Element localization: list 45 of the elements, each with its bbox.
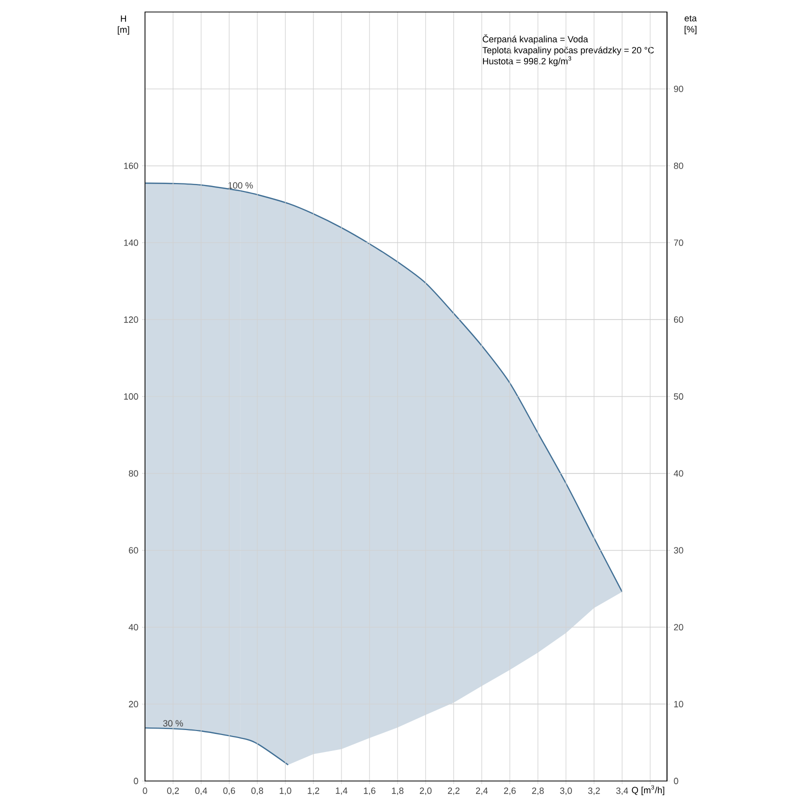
x-tick-label: 1,8 bbox=[392, 788, 404, 795]
annotation: Hustota = 998.2 kg/m$^{3}$ bbox=[483, 56, 572, 66]
x-tick-label: 2,8 bbox=[532, 788, 544, 795]
y-tick-label: 40 bbox=[128, 624, 138, 630]
y2-tick-label: 0 bbox=[674, 778, 678, 784]
x-tick-label: 0,8 bbox=[251, 788, 264, 795]
x-tick-label: 1,4 bbox=[336, 788, 348, 795]
y-axis-title: H [m] bbox=[118, 16, 130, 35]
x-tick-label: 2,2 bbox=[448, 788, 460, 795]
x-tick-label: 1,6 bbox=[364, 788, 376, 795]
annotation: 30 % bbox=[163, 720, 183, 727]
y2-tick-label: 90 bbox=[674, 86, 684, 92]
x-tick-label: 3,2 bbox=[588, 788, 600, 795]
y-tick-label: 160 bbox=[124, 162, 138, 169]
y-tick-label: 0 bbox=[134, 778, 138, 784]
annotation: 100 % bbox=[228, 182, 253, 189]
x-tick-label: 1,2 bbox=[308, 788, 320, 795]
x-axis-title: Q [m$^{3}$/h] bbox=[632, 785, 664, 796]
y2-tick-label: 40 bbox=[674, 470, 684, 477]
x-tick-label: 0,4 bbox=[195, 788, 208, 795]
y-tick-label: 140 bbox=[124, 240, 138, 246]
y2-tick-label: 50 bbox=[674, 393, 684, 400]
x-tick-label: 0,6 bbox=[223, 788, 236, 795]
y2-axis-title: eta [%] bbox=[684, 16, 697, 34]
y-tick-label: 60 bbox=[128, 547, 138, 554]
x-tick-label: 2,0 bbox=[420, 788, 432, 795]
y-tick-label: 120 bbox=[124, 316, 138, 323]
x-tick-label: 3,4 bbox=[616, 788, 628, 795]
x-tick-label: 2,6 bbox=[504, 788, 516, 795]
annotation: Čerpaná kvapalina = Voda bbox=[482, 34, 588, 44]
y2-tick-label: 10 bbox=[674, 700, 684, 708]
y-tick-label: 100 bbox=[124, 393, 138, 400]
x-tick-label: 2,4 bbox=[476, 788, 488, 795]
y2-tick-label: 80 bbox=[674, 162, 684, 169]
y-tick-label: 20 bbox=[128, 700, 138, 708]
x-tick-label: 3,0 bbox=[560, 788, 572, 795]
y2-tick-label: 60 bbox=[674, 316, 684, 323]
y2-tick-label: 70 bbox=[674, 240, 684, 246]
y2-tick-label: 20 bbox=[674, 624, 684, 630]
y2-tick-label: 30 bbox=[674, 547, 684, 554]
x-tick-label: 0 bbox=[142, 788, 148, 794]
annotation: Teplota kvapaliny počas prevádzky = 20 °C bbox=[482, 46, 654, 56]
y-tick-label: 80 bbox=[128, 470, 138, 477]
x-tick-label: 0,2 bbox=[167, 788, 179, 795]
x-tick-label: 1,0 bbox=[280, 788, 292, 795]
